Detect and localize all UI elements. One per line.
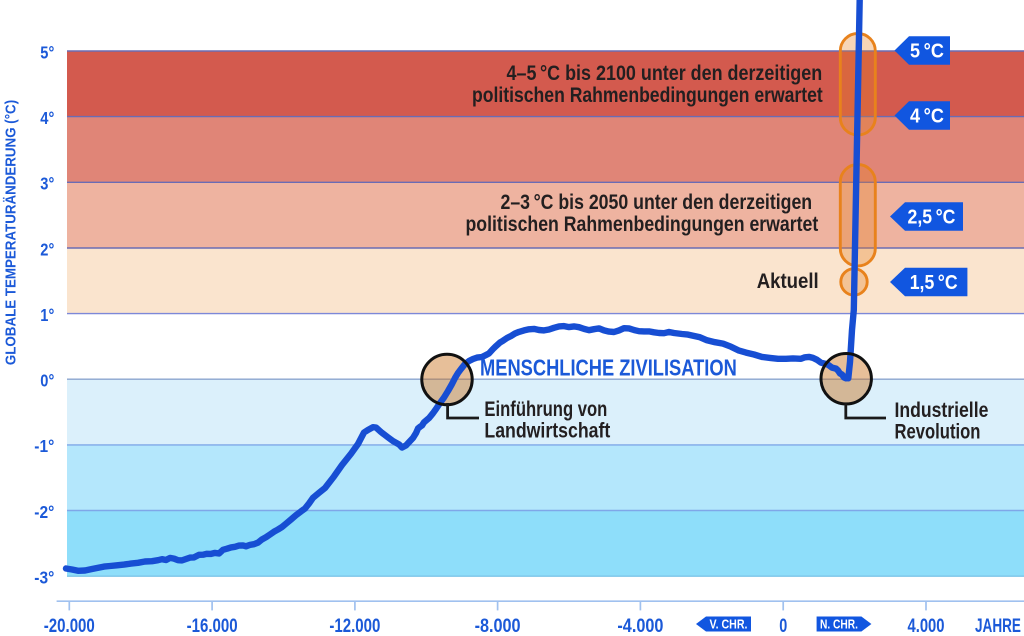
svg-text:5 °C: 5 °C: [910, 40, 944, 62]
svg-text:4 °C: 4 °C: [910, 105, 944, 127]
svg-text:-2°: -2°: [34, 502, 54, 522]
svg-text:5°: 5°: [40, 43, 54, 63]
svg-text:0°: 0°: [40, 371, 54, 391]
svg-text:4–5 °C bis 2100 unter den derz: 4–5 °C bis 2100 unter den derzeitigen: [507, 62, 823, 86]
svg-text:MENSCHLICHE ZIVILISATION: MENSCHLICHE ZIVILISATION: [480, 356, 737, 382]
svg-text:-1°: -1°: [34, 436, 54, 456]
svg-text:1°: 1°: [40, 306, 54, 326]
svg-text:N. CHR.: N. CHR.: [820, 617, 858, 631]
svg-text:0: 0: [779, 615, 787, 636]
svg-text:GLOBALE TEMPERATURÄNDERUNG (°C: GLOBALE TEMPERATURÄNDERUNG (°C): [2, 100, 20, 365]
svg-text:2°: 2°: [40, 240, 54, 260]
svg-text:2,5 °C: 2,5 °C: [908, 206, 956, 228]
svg-text:V. CHR.: V. CHR.: [710, 617, 748, 632]
svg-text:-3°: -3°: [34, 568, 54, 588]
svg-text:JAHRE: JAHRE: [975, 616, 1021, 636]
svg-text:4.000: 4.000: [908, 615, 945, 636]
svg-text:-20.000: -20.000: [44, 614, 95, 636]
svg-text:Landwirtschaft: Landwirtschaft: [484, 419, 610, 443]
svg-text:-12.000: -12.000: [329, 614, 380, 636]
svg-text:Revolution: Revolution: [895, 421, 981, 444]
svg-text:4°: 4°: [40, 109, 54, 129]
svg-text:politischen Rahmenbedingungen: politischen Rahmenbedingungen erwartet: [466, 213, 819, 237]
svg-text:2–3 °C bis 2050 unter den derz: 2–3 °C bis 2050 unter den derzeitigen: [501, 191, 813, 215]
svg-text:politischen Rahmenbedingungen: politischen Rahmenbedingungen erwartet: [472, 84, 823, 108]
svg-text:Aktuell: Aktuell: [757, 270, 819, 294]
svg-text:Einführung von: Einführung von: [484, 398, 607, 421]
svg-text:1,5 °C: 1,5 °C: [910, 272, 958, 294]
svg-text:3°: 3°: [40, 174, 54, 194]
svg-text:-4.000: -4.000: [617, 615, 663, 636]
svg-text:-8.000: -8.000: [475, 615, 521, 636]
svg-text:Industrielle: Industrielle: [895, 399, 989, 423]
svg-text:-16.000: -16.000: [187, 614, 238, 636]
